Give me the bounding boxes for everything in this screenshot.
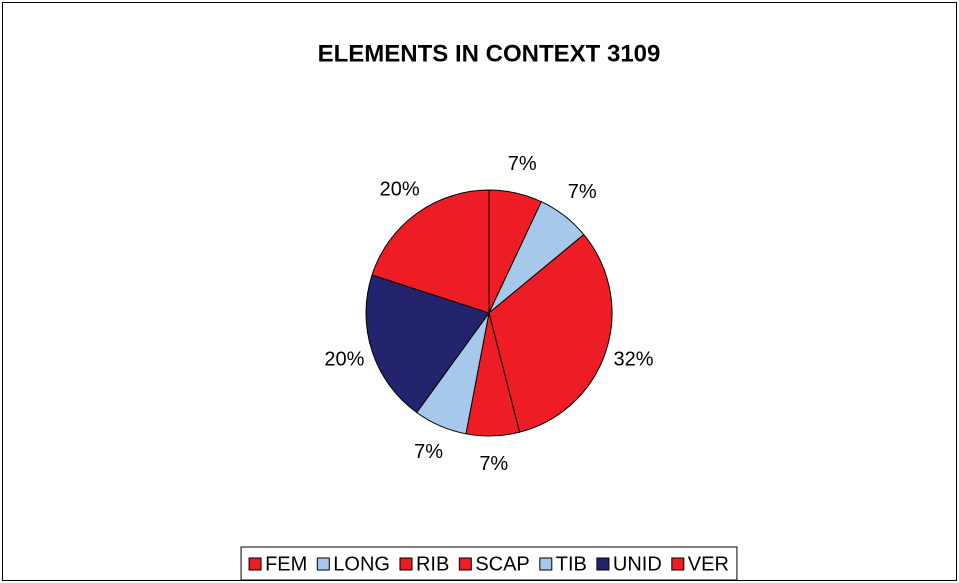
- legend-swatch: [316, 557, 330, 571]
- legend-swatch: [458, 557, 472, 571]
- data-label: 7%: [508, 153, 537, 175]
- chart-title: ELEMENTS IN CONTEXT 3109: [318, 40, 661, 67]
- legend-swatch: [399, 557, 413, 571]
- data-label: 7%: [414, 441, 443, 463]
- legend-swatch: [539, 557, 553, 571]
- legend-swatch: [671, 557, 685, 571]
- data-label: 20%: [380, 178, 420, 200]
- legend-label: SCAP: [475, 553, 529, 575]
- pie-slice: [365, 274, 490, 414]
- pie-slice: [371, 189, 490, 314]
- data-label: 7%: [479, 453, 508, 475]
- legend: FEM LONG RIB SCAP TIB UNID VER: [240, 546, 738, 581]
- legend-swatch: [596, 557, 610, 571]
- legend-label: TIB: [556, 553, 587, 575]
- legend-label: VER: [688, 553, 729, 575]
- legend-label: RIB: [416, 553, 449, 575]
- data-label: 7%: [568, 181, 597, 203]
- data-label: 20%: [324, 348, 364, 370]
- legend-label: LONG: [333, 553, 390, 575]
- legend-label: FEM: [265, 553, 307, 575]
- data-label: 32%: [614, 348, 654, 370]
- legend-label: UNID: [613, 553, 662, 575]
- legend-swatch: [248, 557, 262, 571]
- pie-slice: [488, 233, 613, 433]
